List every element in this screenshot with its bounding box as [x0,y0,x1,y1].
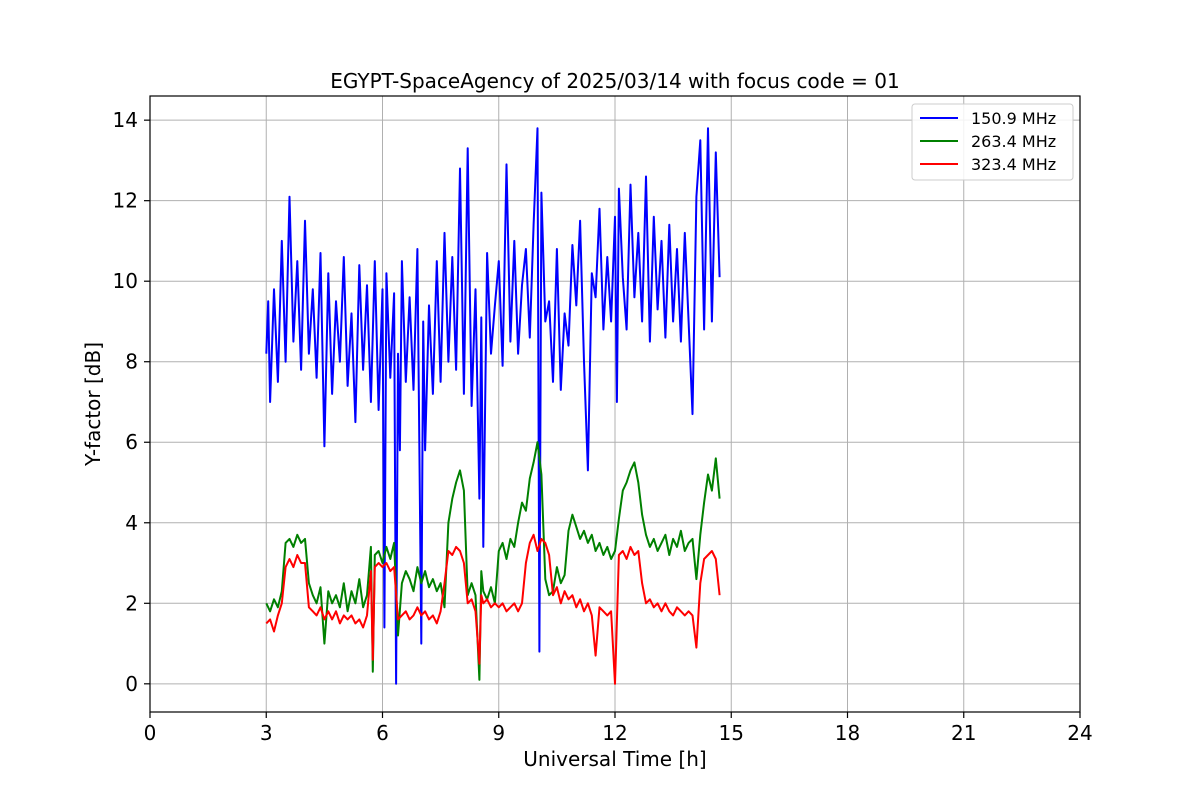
x-tick-label: 15 [719,721,744,745]
y-tick-label: 2 [125,591,138,615]
y-tick-label: 8 [125,350,138,374]
x-tick-label: 12 [602,721,627,745]
y-tick-label: 12 [113,189,138,213]
x-tick-label: 3 [260,721,273,745]
series-line-1 [265,441,721,681]
y-tick-label: 10 [113,269,138,293]
chart-title: EGYPT-SpaceAgency of 2025/03/14 with foc… [330,69,899,93]
x-tick-label: 6 [376,721,389,745]
legend-box [911,103,1074,181]
x-tick-label: 21 [951,721,976,745]
y-tick-label: 14 [113,108,138,132]
y-tick-label: 6 [125,430,138,454]
x-tick-label: 18 [835,721,860,745]
legend: 150.9 MHz 263.4 MHz 323.4 MHz [911,103,1074,181]
y-tick-label: 0 [125,672,138,696]
x-tick-label: 0 [144,721,157,745]
y-axis-label: Y-factor [dB] [81,342,105,467]
legend-label: 263.4 MHz [971,132,1056,151]
legend-label: 323.4 MHz [971,155,1056,174]
series-line-2 [265,533,721,685]
x-tick-label: 24 [1067,721,1092,745]
x-axis-label: Universal Time [h] [523,747,706,771]
y-tick-label: 4 [125,511,138,535]
legend-label: 150.9 MHz [971,109,1056,128]
series-line-0 [265,127,721,685]
x-tick-label: 9 [492,721,505,745]
